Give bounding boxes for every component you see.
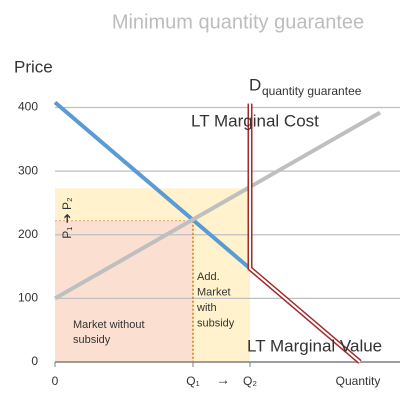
x-tick-label: Q₁ — [186, 374, 199, 388]
price-shift: P₁ ➔ P₂ — [60, 197, 74, 239]
y-tick-label: 400 — [18, 100, 38, 114]
line — [54, 110, 381, 301]
series-label-subscript: quantity guarantee — [262, 84, 362, 98]
y-tick-label: 300 — [18, 163, 38, 177]
area — [55, 220, 193, 362]
area-label: Market without — [73, 319, 145, 331]
area-label: with — [196, 302, 217, 314]
series-label: LT Marginal Cost — [191, 111, 319, 130]
line — [247, 103, 362, 364]
y-tick-label: 200 — [18, 227, 38, 241]
area-label: subsidy — [73, 334, 111, 346]
series-label: D — [249, 75, 261, 94]
chart-title: Minimum quantity guarantee — [112, 11, 364, 33]
area-label: subsidy — [197, 317, 235, 329]
x-tick-label: 0 — [52, 374, 59, 388]
area-label: Market — [197, 286, 231, 298]
y-tick-label: 100 — [18, 291, 38, 305]
area-label: Add. — [197, 271, 220, 283]
x-axis-label: Quantity — [336, 374, 381, 388]
series-label: LT Marginal Value — [247, 336, 382, 355]
line-inner — [249, 103, 361, 363]
x-tick-label: Q₂ — [243, 374, 257, 388]
y-tick-label: 0 — [31, 354, 38, 368]
quantity-shift: → — [216, 372, 230, 388]
y-axis-label: Price — [14, 57, 53, 76]
line — [53, 100, 252, 270]
